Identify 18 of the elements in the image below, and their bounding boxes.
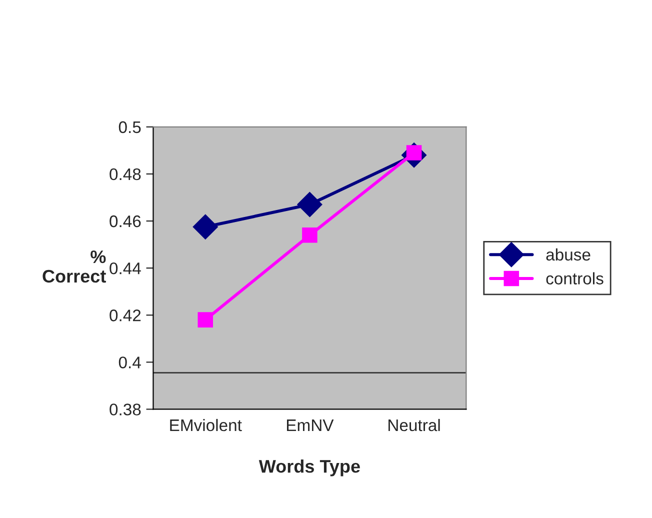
point <box>302 227 318 243</box>
point <box>297 192 322 218</box>
x-tick-label: EMviolent <box>170 418 242 432</box>
y-tick-label: 0.42 <box>110 310 141 322</box>
y-tick-label: 0.44 <box>110 262 141 274</box>
y-tick-label: 0.4 <box>118 356 141 368</box>
y-tick-label: 0.38 <box>110 404 141 416</box>
x-axis-title: Words Type <box>258 459 360 476</box>
y-tick-label: 0.48 <box>110 168 141 180</box>
y-tick-label: 0.46 <box>110 215 141 228</box>
x-tick-label: EmNV <box>286 420 334 432</box>
x-tick-label: Neutral <box>388 418 440 432</box>
y-axis-title: % Correct <box>42 250 106 283</box>
legend-label: abuse <box>546 248 590 261</box>
point <box>192 214 218 240</box>
point <box>198 312 214 328</box>
legend-label: controls <box>546 272 604 284</box>
y-tick-label: 0.5 <box>118 121 141 134</box>
